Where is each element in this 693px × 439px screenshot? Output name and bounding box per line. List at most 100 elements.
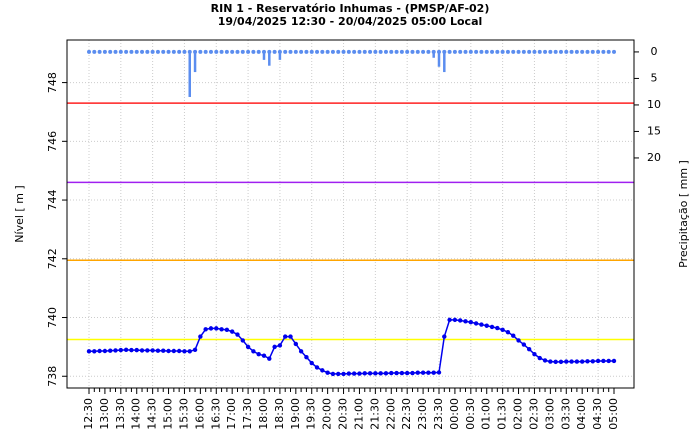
precip-point xyxy=(283,49,288,54)
precip-point xyxy=(585,49,590,54)
level-point xyxy=(272,344,277,350)
level-point xyxy=(161,348,166,353)
level-point xyxy=(325,370,330,375)
x-tick-label: 02:30 xyxy=(527,398,540,430)
level-point xyxy=(288,334,293,339)
precip-point xyxy=(182,49,187,54)
precip-point xyxy=(437,49,441,54)
level-point xyxy=(351,371,357,376)
precip-point xyxy=(272,49,277,54)
precip-point xyxy=(373,49,378,54)
precip-point xyxy=(474,49,479,54)
precip-point xyxy=(357,49,362,54)
precip-point xyxy=(92,49,97,54)
precip-point xyxy=(612,49,616,54)
level-point xyxy=(150,348,155,353)
x-tick-label: 23:30 xyxy=(432,398,445,430)
precip-point xyxy=(187,49,192,54)
y2-tick-label: 15 xyxy=(647,124,661,137)
y2-tick-label: 20 xyxy=(647,151,661,164)
precip-point xyxy=(458,49,463,54)
plot-frame xyxy=(66,39,635,389)
precip-point xyxy=(166,49,171,54)
x-tick-label: 00:30 xyxy=(464,398,477,430)
x-tick-label: 14:30 xyxy=(146,398,159,430)
precip-point xyxy=(421,49,426,54)
level-point xyxy=(203,327,208,332)
precip-point xyxy=(346,49,351,54)
y-tick-label: 738 xyxy=(46,366,59,387)
x-tick-label: 19:00 xyxy=(289,398,302,430)
precip-point xyxy=(124,49,129,54)
precip-point xyxy=(150,49,155,54)
precip-point xyxy=(171,49,176,54)
level-point xyxy=(585,359,590,364)
level-point xyxy=(256,352,261,357)
precip-point xyxy=(341,49,346,54)
level-point xyxy=(357,371,362,376)
x-tick-label: 14:00 xyxy=(130,398,143,430)
precip-point xyxy=(235,49,240,54)
precip-point xyxy=(368,49,373,54)
x-tick-label: 15:30 xyxy=(177,398,190,430)
precip-point xyxy=(277,49,282,54)
level-point xyxy=(553,359,558,365)
x-tick-label: 23:00 xyxy=(416,398,429,430)
level-point xyxy=(261,353,267,358)
precip-point xyxy=(484,49,489,54)
precip-point xyxy=(505,49,510,54)
precip-point xyxy=(553,49,558,54)
level-point xyxy=(606,358,611,364)
level-point xyxy=(187,349,192,354)
precip-point xyxy=(521,49,526,54)
level-point xyxy=(108,348,113,353)
precip-point xyxy=(362,49,367,54)
chart-subtitle: 19/04/2025 12:30 - 20/04/2025 05:00 Loca… xyxy=(218,15,483,28)
level-point xyxy=(139,348,145,353)
level-point xyxy=(447,317,452,323)
level-point xyxy=(97,348,102,354)
x-tick-label: 22:00 xyxy=(384,398,397,430)
precip-point xyxy=(596,49,601,54)
y-tick-label: 742 xyxy=(46,248,59,269)
precip-point xyxy=(574,49,579,54)
level-point xyxy=(436,370,442,375)
precip-point xyxy=(140,49,145,54)
precip-point xyxy=(394,49,399,54)
level-point xyxy=(521,342,527,347)
precip-point xyxy=(304,49,309,54)
precip-point xyxy=(426,49,431,54)
precip-point xyxy=(161,49,166,54)
precip-point xyxy=(97,49,102,54)
x-tick-label: 01:30 xyxy=(496,398,509,430)
level-point xyxy=(314,365,320,370)
level-point xyxy=(579,359,585,364)
precip-point xyxy=(569,49,574,54)
level-point xyxy=(240,338,245,343)
y-tick-label: 740 xyxy=(46,307,59,328)
level-point xyxy=(532,352,537,357)
precip-point xyxy=(208,49,213,54)
x-tick-label: 18:00 xyxy=(257,398,270,430)
x-tick-label: 00:00 xyxy=(448,398,461,430)
precip-point xyxy=(315,49,320,54)
level-point xyxy=(548,359,553,364)
level-point xyxy=(118,347,124,353)
precip-point xyxy=(108,49,113,54)
precip-point xyxy=(463,49,468,54)
x-tick-label: 16:00 xyxy=(193,398,206,430)
level-point xyxy=(516,338,521,343)
precip-point xyxy=(447,49,452,54)
level-point xyxy=(224,327,230,333)
level-point xyxy=(214,326,219,331)
precip-point xyxy=(224,49,229,54)
precip-point xyxy=(378,49,383,54)
level-point xyxy=(245,344,251,350)
x-tick-label: 15:00 xyxy=(162,398,175,430)
level-point xyxy=(86,349,92,354)
level-point xyxy=(373,371,378,376)
level-point xyxy=(171,348,177,354)
level-point xyxy=(304,354,309,360)
precip-point xyxy=(511,49,516,54)
precip-point xyxy=(431,49,436,54)
